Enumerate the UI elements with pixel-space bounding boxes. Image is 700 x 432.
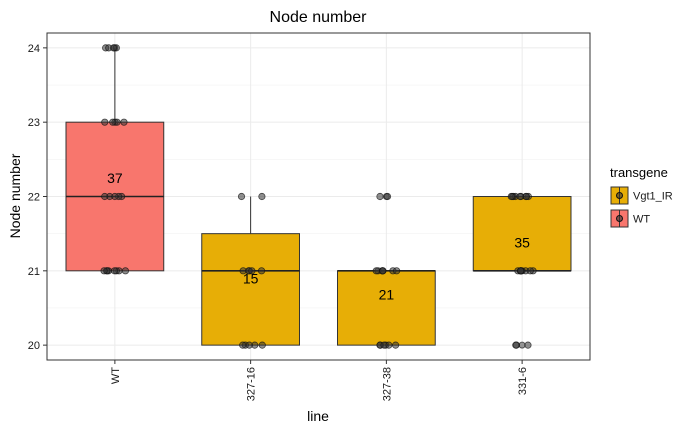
data-point: [379, 267, 387, 275]
legend: transgene Vgt1_IR WT: [610, 165, 673, 228]
box-rect: [201, 233, 300, 346]
data-point: [257, 267, 266, 275]
data-point: [380, 341, 388, 349]
data-point: [258, 192, 266, 201]
x-tick-label: 327-16: [246, 367, 258, 401]
count-label: 37: [107, 170, 123, 186]
data-point: [383, 192, 392, 201]
count-label: 21: [379, 287, 395, 303]
x-axis-title: line: [307, 408, 329, 424]
y-tick-label: 23: [28, 117, 40, 129]
count-label: 35: [514, 235, 530, 251]
legend-title: transgene: [610, 165, 668, 180]
y-tick-label: 24: [28, 43, 40, 55]
y-tick-label: 21: [28, 266, 40, 278]
data-point: [522, 192, 531, 201]
data-point: [258, 341, 266, 349]
data-point: [516, 192, 524, 201]
data-point: [524, 341, 532, 349]
x-tick-label: 327-38: [381, 367, 393, 401]
data-point: [100, 267, 108, 275]
data-point: [391, 341, 400, 349]
data-point: [239, 341, 247, 349]
data-point: [120, 118, 128, 126]
y-axis-title: Node number: [7, 153, 23, 238]
legend-key-point: [616, 215, 623, 222]
y-tick-label: 20: [28, 340, 40, 352]
data-point: [526, 267, 534, 275]
jitter-points: [100, 44, 537, 349]
box-327-38: [337, 270, 436, 346]
legend-label: WT: [633, 214, 650, 226]
data-point: [393, 267, 401, 275]
data-point: [109, 44, 118, 52]
legend-key-point: [616, 192, 623, 199]
x-axis: WT 327-16 327-38 331-6: [110, 360, 529, 401]
y-tick-label: 22: [28, 192, 40, 204]
data-point: [109, 118, 117, 126]
data-point: [121, 267, 130, 275]
data-point: [101, 192, 109, 201]
data-point: [101, 118, 109, 126]
data-point: [237, 192, 246, 201]
y-axis: 20 21 22 23 24: [28, 43, 47, 352]
chart-title: Node number: [270, 9, 368, 26]
x-tick-label: 331-6: [517, 367, 529, 395]
count-labels: 37 15 21 35: [107, 170, 530, 303]
legend-item: WT: [610, 209, 650, 228]
box-rect: [337, 270, 436, 346]
data-point: [111, 192, 119, 201]
legend-item: Vgt1_IR: [610, 186, 673, 205]
data-point: [110, 267, 119, 275]
legend-label: Vgt1_IR: [633, 191, 673, 203]
data-point: [517, 267, 525, 275]
box-327-16: [201, 196, 300, 346]
data-point: [372, 267, 380, 275]
x-tick-label: WT: [110, 367, 122, 384]
data-point: [507, 192, 515, 201]
data-point: [512, 341, 520, 349]
count-label: 15: [243, 270, 259, 286]
data-point: [248, 267, 256, 275]
data-point: [245, 341, 253, 349]
data-point: [376, 192, 384, 201]
